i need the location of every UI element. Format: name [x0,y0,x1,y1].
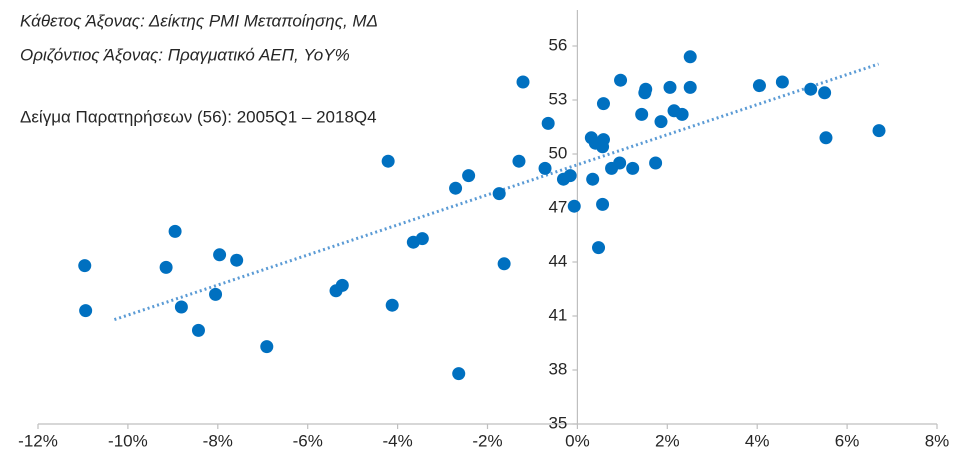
point [449,181,463,195]
x-tick-label: -4% [382,431,412,450]
annotation: Κάθετος Άξονας: Δείκτης PMI Μεταποίησης,… [20,11,378,30]
point [649,156,663,170]
x-tick-label: -6% [293,431,323,450]
point [638,86,652,100]
y-tick-label: 38 [548,359,567,378]
point [538,161,552,175]
point [567,199,581,213]
point [174,300,188,314]
point [614,73,628,87]
point [213,248,227,262]
point [596,197,610,211]
point [191,323,205,337]
point [415,232,429,246]
y-tick-label: 44 [548,251,567,270]
point [654,115,668,129]
point [663,80,677,94]
point [626,161,640,175]
point [462,169,476,183]
point [209,287,223,301]
point [385,298,399,312]
point [818,86,832,100]
point [563,169,577,183]
point [497,257,511,271]
point [79,304,93,318]
point [819,131,833,145]
point [541,116,555,130]
point [512,154,526,168]
point [775,75,789,89]
point [381,154,395,168]
point [592,241,606,255]
point [168,224,182,238]
point [596,133,610,147]
y-tick-label: 56 [548,35,567,54]
x-tick-label: 8% [925,431,950,450]
annotation: Οριζόντιος Άξονας: Πραγματικό ΑΕΠ, YoY% [20,45,350,64]
x-tick-label: -12% [18,431,58,450]
point [492,187,506,201]
y-tick-label: 41 [548,305,567,324]
x-tick-label: 6% [835,431,860,450]
point [516,75,530,89]
point [804,82,818,96]
point [159,260,173,274]
point [683,50,697,64]
point [260,340,274,354]
point [596,97,610,111]
y-tick-label: 35 [548,413,567,432]
annotation: Δείγμα Παρατηρήσεων (56): 2005Q1 – 2018Q… [20,107,377,126]
point [586,172,600,186]
point [872,124,886,138]
y-tick-label: 53 [548,89,567,108]
point [683,80,697,94]
point [635,107,649,121]
y-tick-label: 50 [548,143,567,162]
x-tick-label: -10% [108,431,148,450]
point [335,278,349,292]
trendline [113,62,880,322]
point [230,253,244,267]
point [452,367,466,381]
y-tick-label: 47 [548,197,567,216]
point [752,79,766,93]
x-tick-label: 2% [655,431,680,450]
point [613,156,627,170]
x-tick-label: 0% [565,431,590,450]
x-tick-label: 4% [745,431,770,450]
x-tick-label: -8% [203,431,233,450]
point [78,259,92,273]
point [675,107,689,121]
x-tick-label: -2% [472,431,502,450]
